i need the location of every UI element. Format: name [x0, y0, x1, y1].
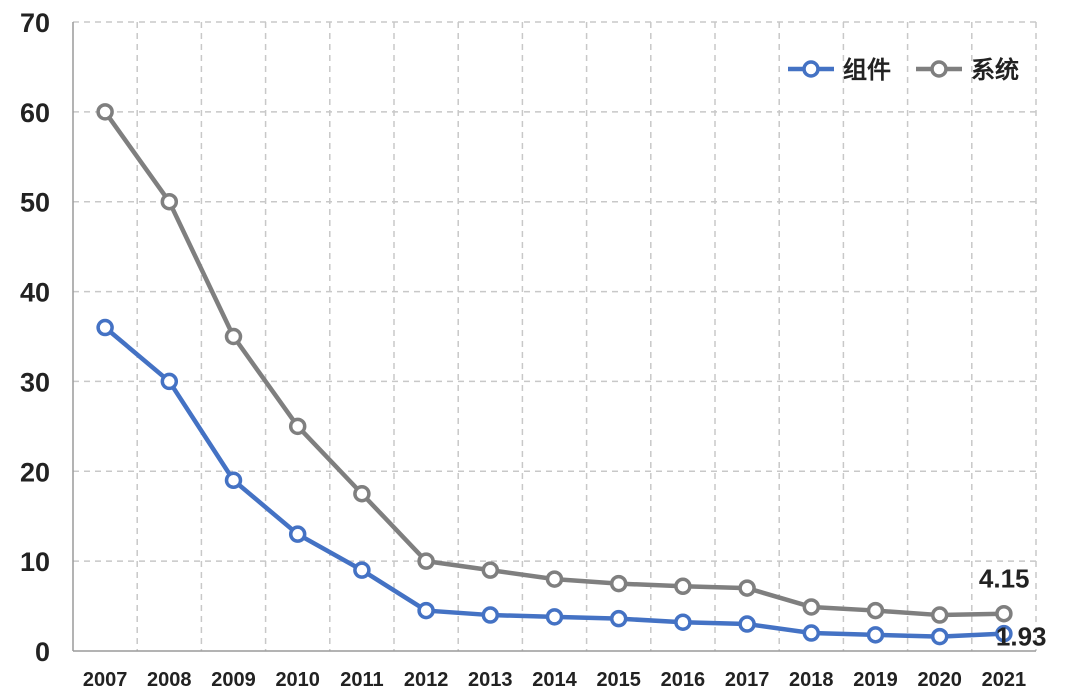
data-point — [995, 624, 1013, 643]
legend-marker — [930, 60, 948, 78]
y-tick-label: 30 — [20, 367, 50, 397]
y-tick-label: 60 — [20, 98, 50, 128]
x-tick-label: 2011 — [340, 669, 383, 691]
y-tick-label: 50 — [20, 188, 50, 218]
data-label: 1.93 — [996, 622, 1047, 652]
data-point — [866, 626, 885, 644]
x-tick-label: 2007 — [83, 669, 128, 691]
x-tick-label: 2012 — [404, 669, 449, 691]
data-point — [224, 471, 243, 490]
data-point — [545, 608, 564, 626]
x-tick-label: 2017 — [725, 669, 770, 691]
data-point — [224, 327, 243, 346]
x-tick-label: 2009 — [211, 669, 256, 691]
data-point — [417, 552, 435, 570]
data-point — [802, 598, 821, 616]
x-tick-label: 2010 — [275, 669, 320, 691]
data-point — [930, 627, 949, 646]
data-point — [96, 318, 114, 337]
legend: 组件 系统 — [788, 56, 1019, 84]
data-point — [738, 615, 756, 633]
data-point — [160, 372, 179, 391]
series-group — [96, 103, 1013, 646]
x-tick-label: 2021 — [982, 669, 1027, 691]
data-point — [353, 485, 371, 503]
y-axis-ticks: 0 10 20 30 40 50 60 70 — [20, 8, 50, 667]
y-tick-label: 10 — [20, 547, 50, 577]
data-point — [417, 601, 435, 620]
axes — [72, 22, 1036, 652]
data-point — [481, 561, 500, 579]
y-tick-label: 70 — [20, 8, 50, 38]
legend-marker — [802, 60, 820, 78]
annotations: 4.15 1.93 — [979, 564, 1047, 652]
data-label: 4.15 — [979, 564, 1030, 594]
y-tick-label: 20 — [20, 457, 50, 487]
data-point — [353, 561, 371, 579]
legend-label: 组件 — [843, 56, 891, 84]
grid — [73, 21, 1037, 651]
x-axis-ticks: 2007 2008 2009 2010 2011 2012 2013 2014 2015 2016… — [83, 669, 1026, 691]
data-point — [609, 609, 628, 628]
data-point — [481, 606, 500, 624]
x-tick-label: 2015 — [596, 669, 641, 691]
x-tick-label: 2014 — [532, 669, 577, 691]
data-point — [674, 577, 692, 596]
data-point — [288, 417, 307, 436]
data-point — [160, 192, 179, 211]
data-point — [995, 604, 1013, 623]
data-point — [930, 606, 949, 624]
y-tick-label: 0 — [35, 637, 50, 667]
data-point — [674, 613, 692, 631]
x-tick-label: 2020 — [917, 669, 962, 691]
data-point — [738, 579, 756, 597]
data-point — [288, 525, 307, 543]
series-line-1 — [103, 110, 1004, 618]
data-point — [866, 601, 885, 620]
data-point — [802, 624, 821, 642]
x-tick-label: 2016 — [661, 669, 706, 691]
data-point — [545, 570, 564, 588]
legend-label: 系统 — [971, 56, 1019, 84]
x-tick-label: 2018 — [789, 669, 834, 691]
y-tick-label: 40 — [20, 278, 50, 308]
data-point — [96, 103, 114, 121]
x-tick-label: 2019 — [853, 669, 898, 691]
x-tick-label: 2013 — [468, 669, 513, 691]
data-point — [609, 574, 628, 593]
x-tick-label: 2008 — [147, 669, 192, 691]
